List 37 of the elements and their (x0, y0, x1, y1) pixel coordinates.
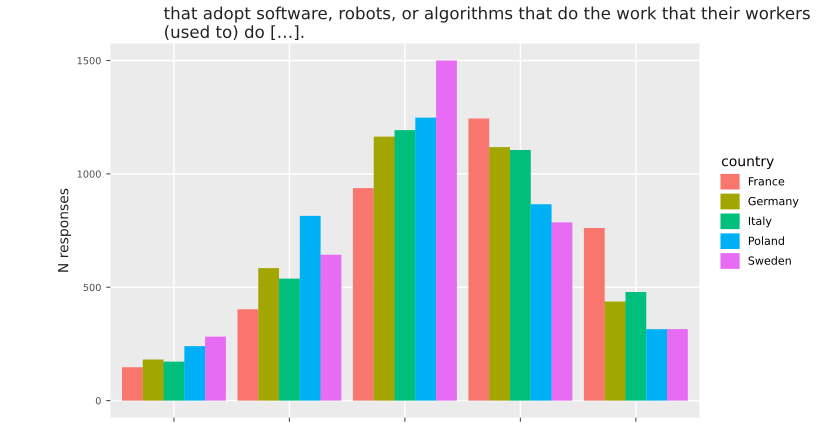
bar (394, 130, 416, 401)
bar (374, 136, 395, 401)
bar (352, 188, 374, 401)
bar (646, 329, 668, 401)
bar (258, 268, 280, 401)
bar (122, 367, 143, 401)
bar (300, 216, 321, 401)
bar (320, 254, 342, 401)
y-tick-label: 0 (96, 397, 101, 404)
y-tick-label: 1000 (78, 170, 101, 178)
bar (584, 228, 605, 401)
bar (279, 278, 300, 401)
bar (468, 118, 490, 401)
bar (667, 329, 688, 401)
bar (205, 336, 226, 401)
legend-label: Poland (748, 236, 784, 245)
y-tick-label: 1500 (78, 56, 101, 64)
bar (510, 150, 531, 401)
bar (415, 118, 436, 401)
legend-label: France (748, 177, 784, 186)
legend-label: Italy (748, 216, 772, 228)
bar (184, 346, 206, 401)
bar (237, 309, 258, 401)
bar (164, 362, 184, 401)
chart-title: that adopt software, robots, or algorithms that do the work that their workers (used to) do […]. (164, 6, 810, 40)
legend-label: Germany (748, 196, 799, 208)
legend-label: Sweden (748, 256, 791, 265)
legend-title: country (722, 156, 774, 169)
y-tick-label: 500 (84, 284, 101, 292)
bar (142, 360, 164, 401)
bar (436, 60, 457, 401)
bar (530, 204, 552, 401)
bar (625, 292, 646, 401)
bar (489, 147, 510, 401)
y-axis-title: N responses (58, 188, 72, 272)
bar (552, 222, 572, 401)
bar (604, 302, 626, 401)
